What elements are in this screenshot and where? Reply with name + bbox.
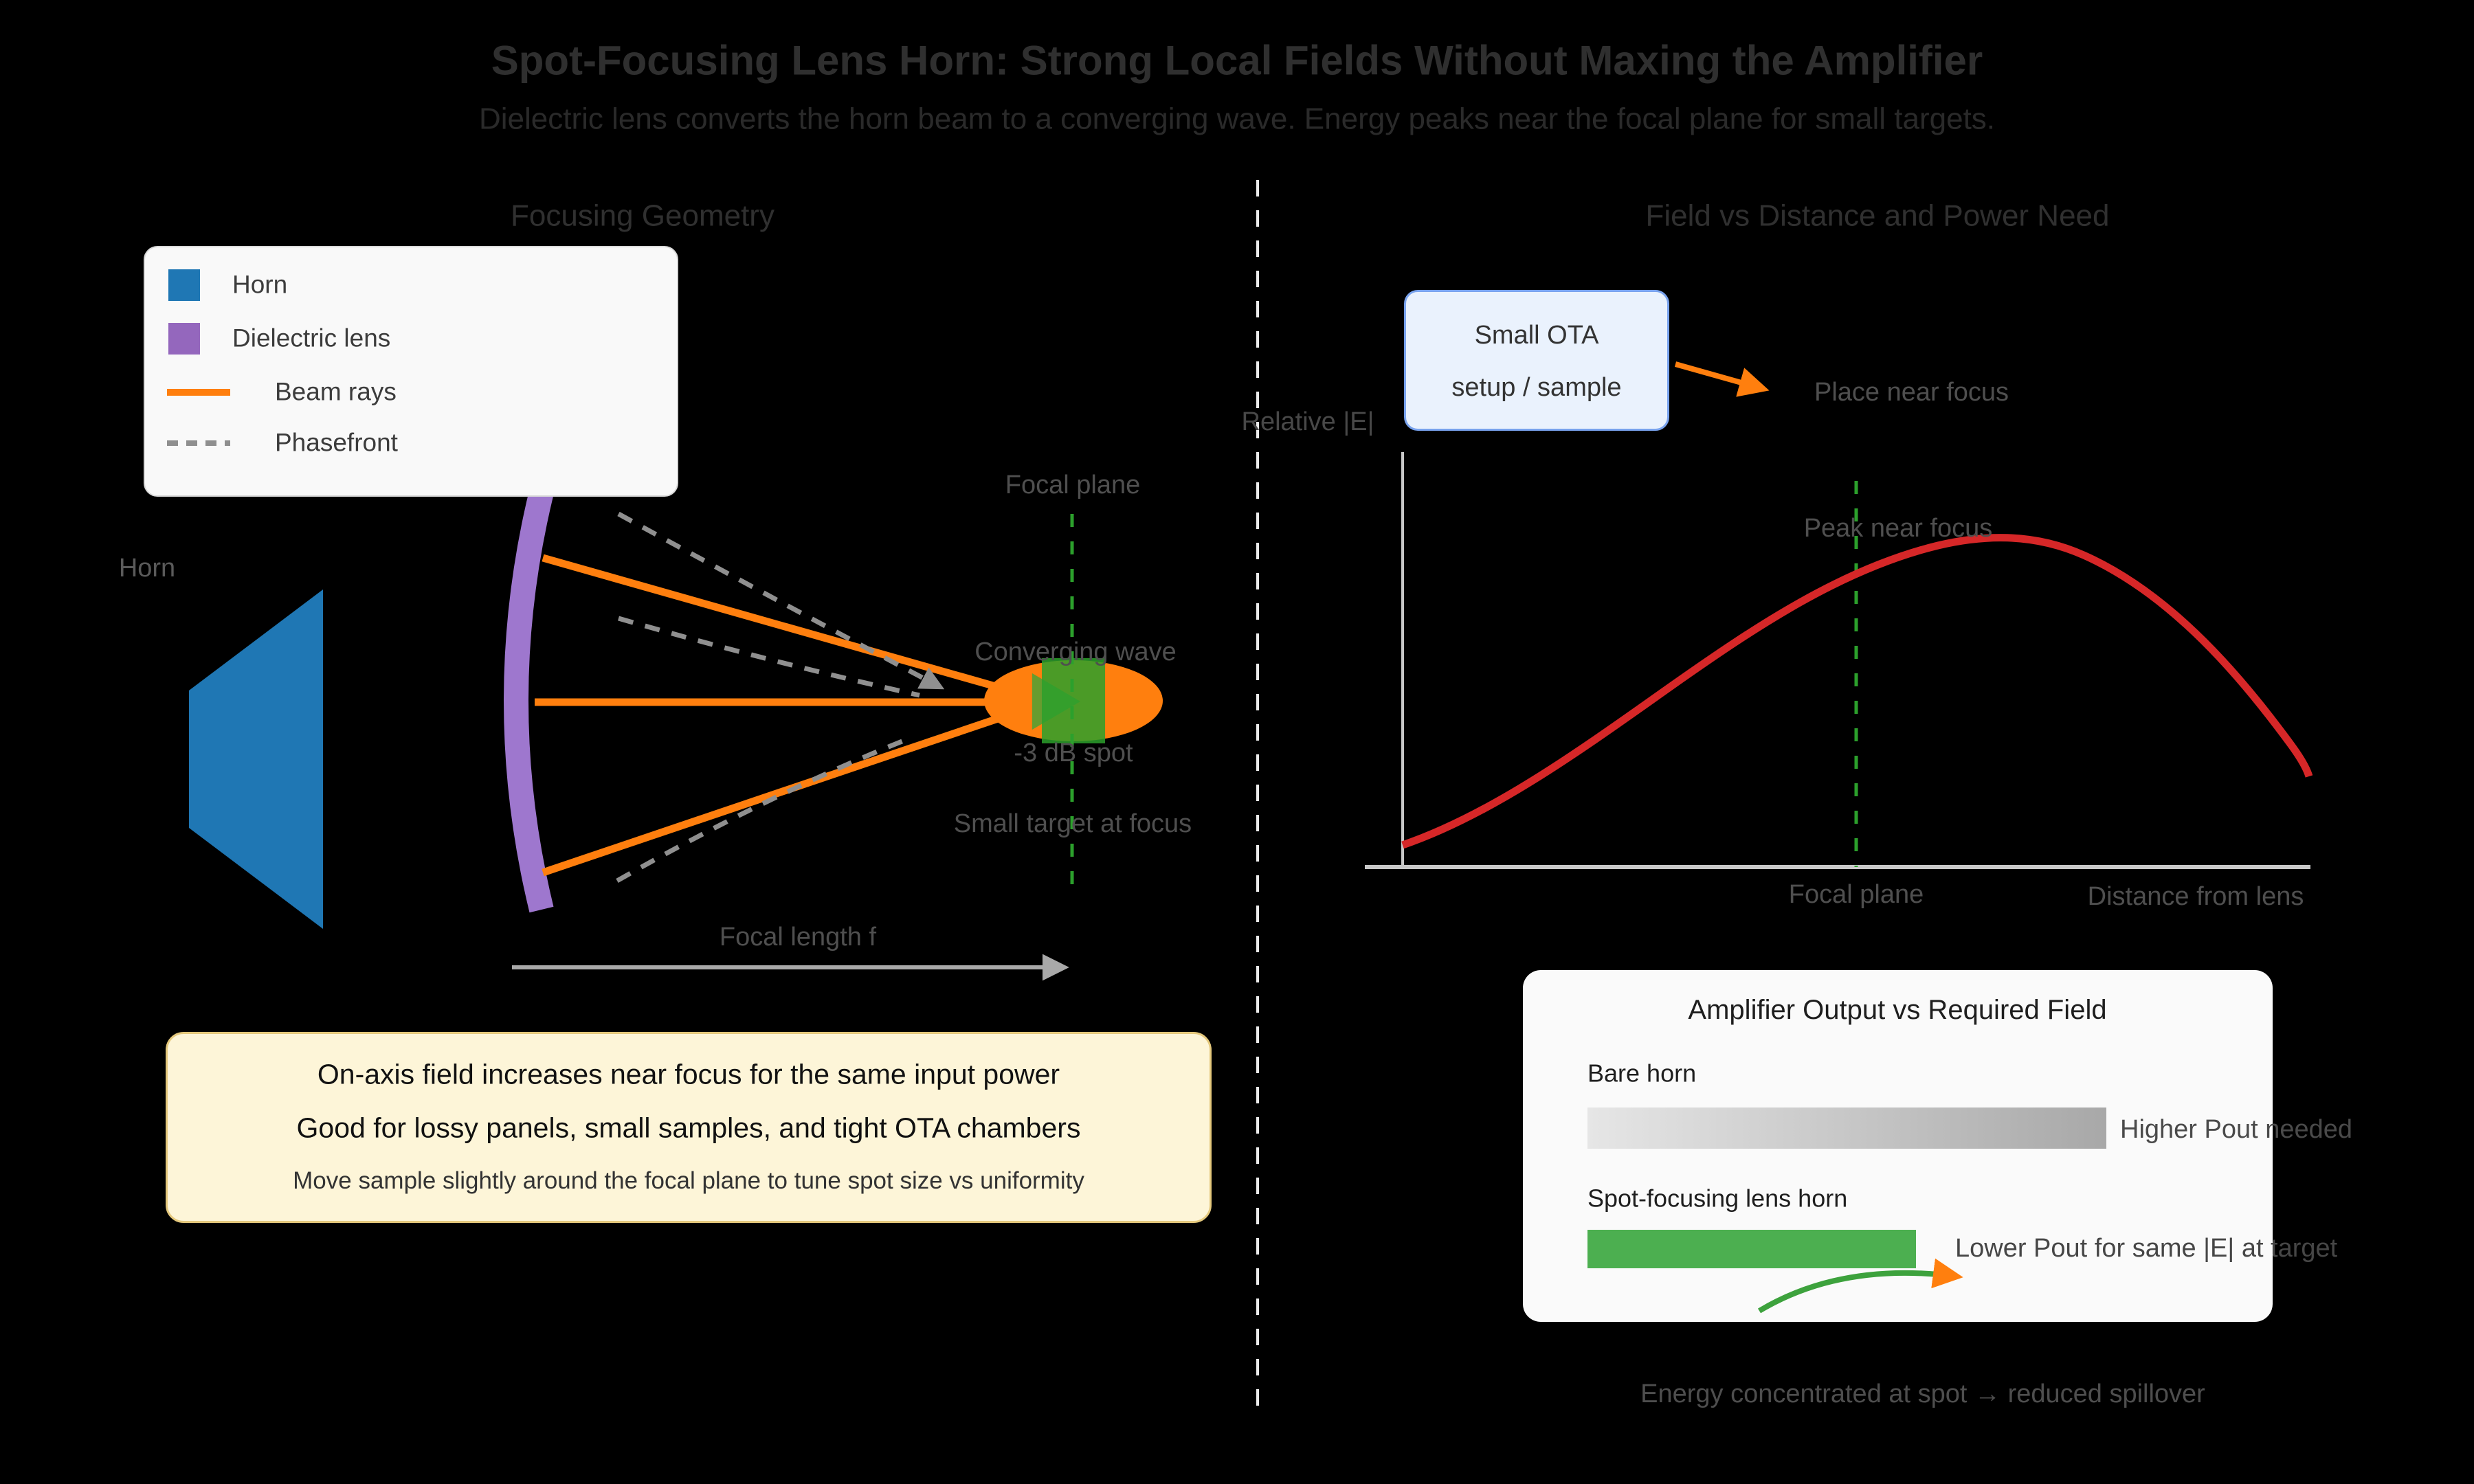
focal-plane-label-chart: Focal plane: [1788, 880, 1924, 910]
legend-label-horn: Horn: [232, 270, 288, 299]
focal-length-label: Focal length f: [719, 923, 877, 952]
converging-wave-label: Converging wave: [974, 638, 1177, 667]
legend: Horn Dielectric lens Beam rays Phasefron…: [144, 246, 678, 497]
ota-setup-box: Small OTA setup / sample: [1404, 290, 1669, 431]
legend-label-beam-rays: Beam rays: [275, 377, 397, 406]
lens-horn-label: Spot-focusing lens horn: [1587, 1184, 1848, 1213]
legend-swatch-beam-rays: [167, 389, 230, 396]
focal-plane-label-left: Focal plane: [1005, 471, 1141, 500]
lower-pout-label: Lower Pout for same |E| at target: [1955, 1234, 2338, 1263]
x-axis-label: Distance from lens: [2087, 882, 2304, 912]
beam-ray-bottom: [542, 715, 999, 877]
callout-line-3: Move sample slightly around the focal pl…: [293, 1167, 1084, 1194]
dielectric-lens-shape: [504, 488, 554, 913]
phasefront-lines: [616, 511, 945, 884]
legend-label-phasefront: Phasefront: [275, 428, 398, 457]
field-curve: [1401, 534, 2313, 849]
small-target-rect: [1042, 658, 1105, 743]
wave-direction-arrowhead: [1032, 673, 1080, 730]
lens-horn-bar: [1587, 1230, 1916, 1268]
right-panel-title: Field vs Distance and Power Need: [1645, 199, 2110, 233]
ota-box-line-2: setup / sample: [1451, 373, 1622, 402]
figure-subtitle: Dielectric lens converts the horn beam t…: [478, 102, 1996, 136]
legend-swatch-phasefront: [167, 440, 230, 446]
figure-title: Spot-Focusing Lens Horn: Strong Local Fi…: [491, 37, 1983, 84]
legend-swatch-horn: [168, 269, 200, 301]
bare-horn-bar: [1587, 1108, 2106, 1149]
focus-spot-ellipse: [984, 660, 1163, 741]
horn-shape: [189, 589, 323, 929]
energy-footnote: Energy concentrated at spot → reduced sp…: [1640, 1380, 2205, 1409]
callout-line-2: Good for lossy panels, small samples, an…: [296, 1112, 1081, 1144]
ota-to-focus-arrow: [1674, 361, 1770, 397]
phasefront-line-bottom: [616, 737, 909, 884]
left-panel-title: Focusing Geometry: [511, 199, 774, 233]
place-near-focus-label: Place near focus: [1814, 378, 2009, 407]
takeaway-callout: On-axis field increases near focus for t…: [166, 1032, 1212, 1223]
beam-rays: [535, 554, 999, 877]
legend-swatch-dielectric-lens: [168, 323, 200, 355]
amplifier-card-title: Amplifier Output vs Required Field: [1688, 995, 2107, 1025]
small-target-label: Small target at focus: [953, 809, 1192, 839]
beam-ray-top: [542, 554, 999, 691]
phasefront-arrow: [617, 511, 945, 690]
callout-line-1: On-axis field increases near focus for t…: [317, 1058, 1060, 1090]
bare-horn-label: Bare horn: [1587, 1059, 1697, 1088]
peak-near-focus-label: Peak near focus: [1803, 514, 1993, 543]
y-axis-label: Relative |E|: [1241, 407, 1374, 437]
higher-pout-label: Higher Pout needed: [2120, 1115, 2353, 1145]
phasefront-line-middle: [618, 616, 920, 698]
ota-box-line-1: Small OTA: [1474, 321, 1599, 350]
legend-label-dielectric-lens: Dielectric lens: [232, 324, 391, 352]
horn-label: Horn: [118, 554, 176, 583]
spot-label: -3 dB spot: [1014, 739, 1133, 768]
